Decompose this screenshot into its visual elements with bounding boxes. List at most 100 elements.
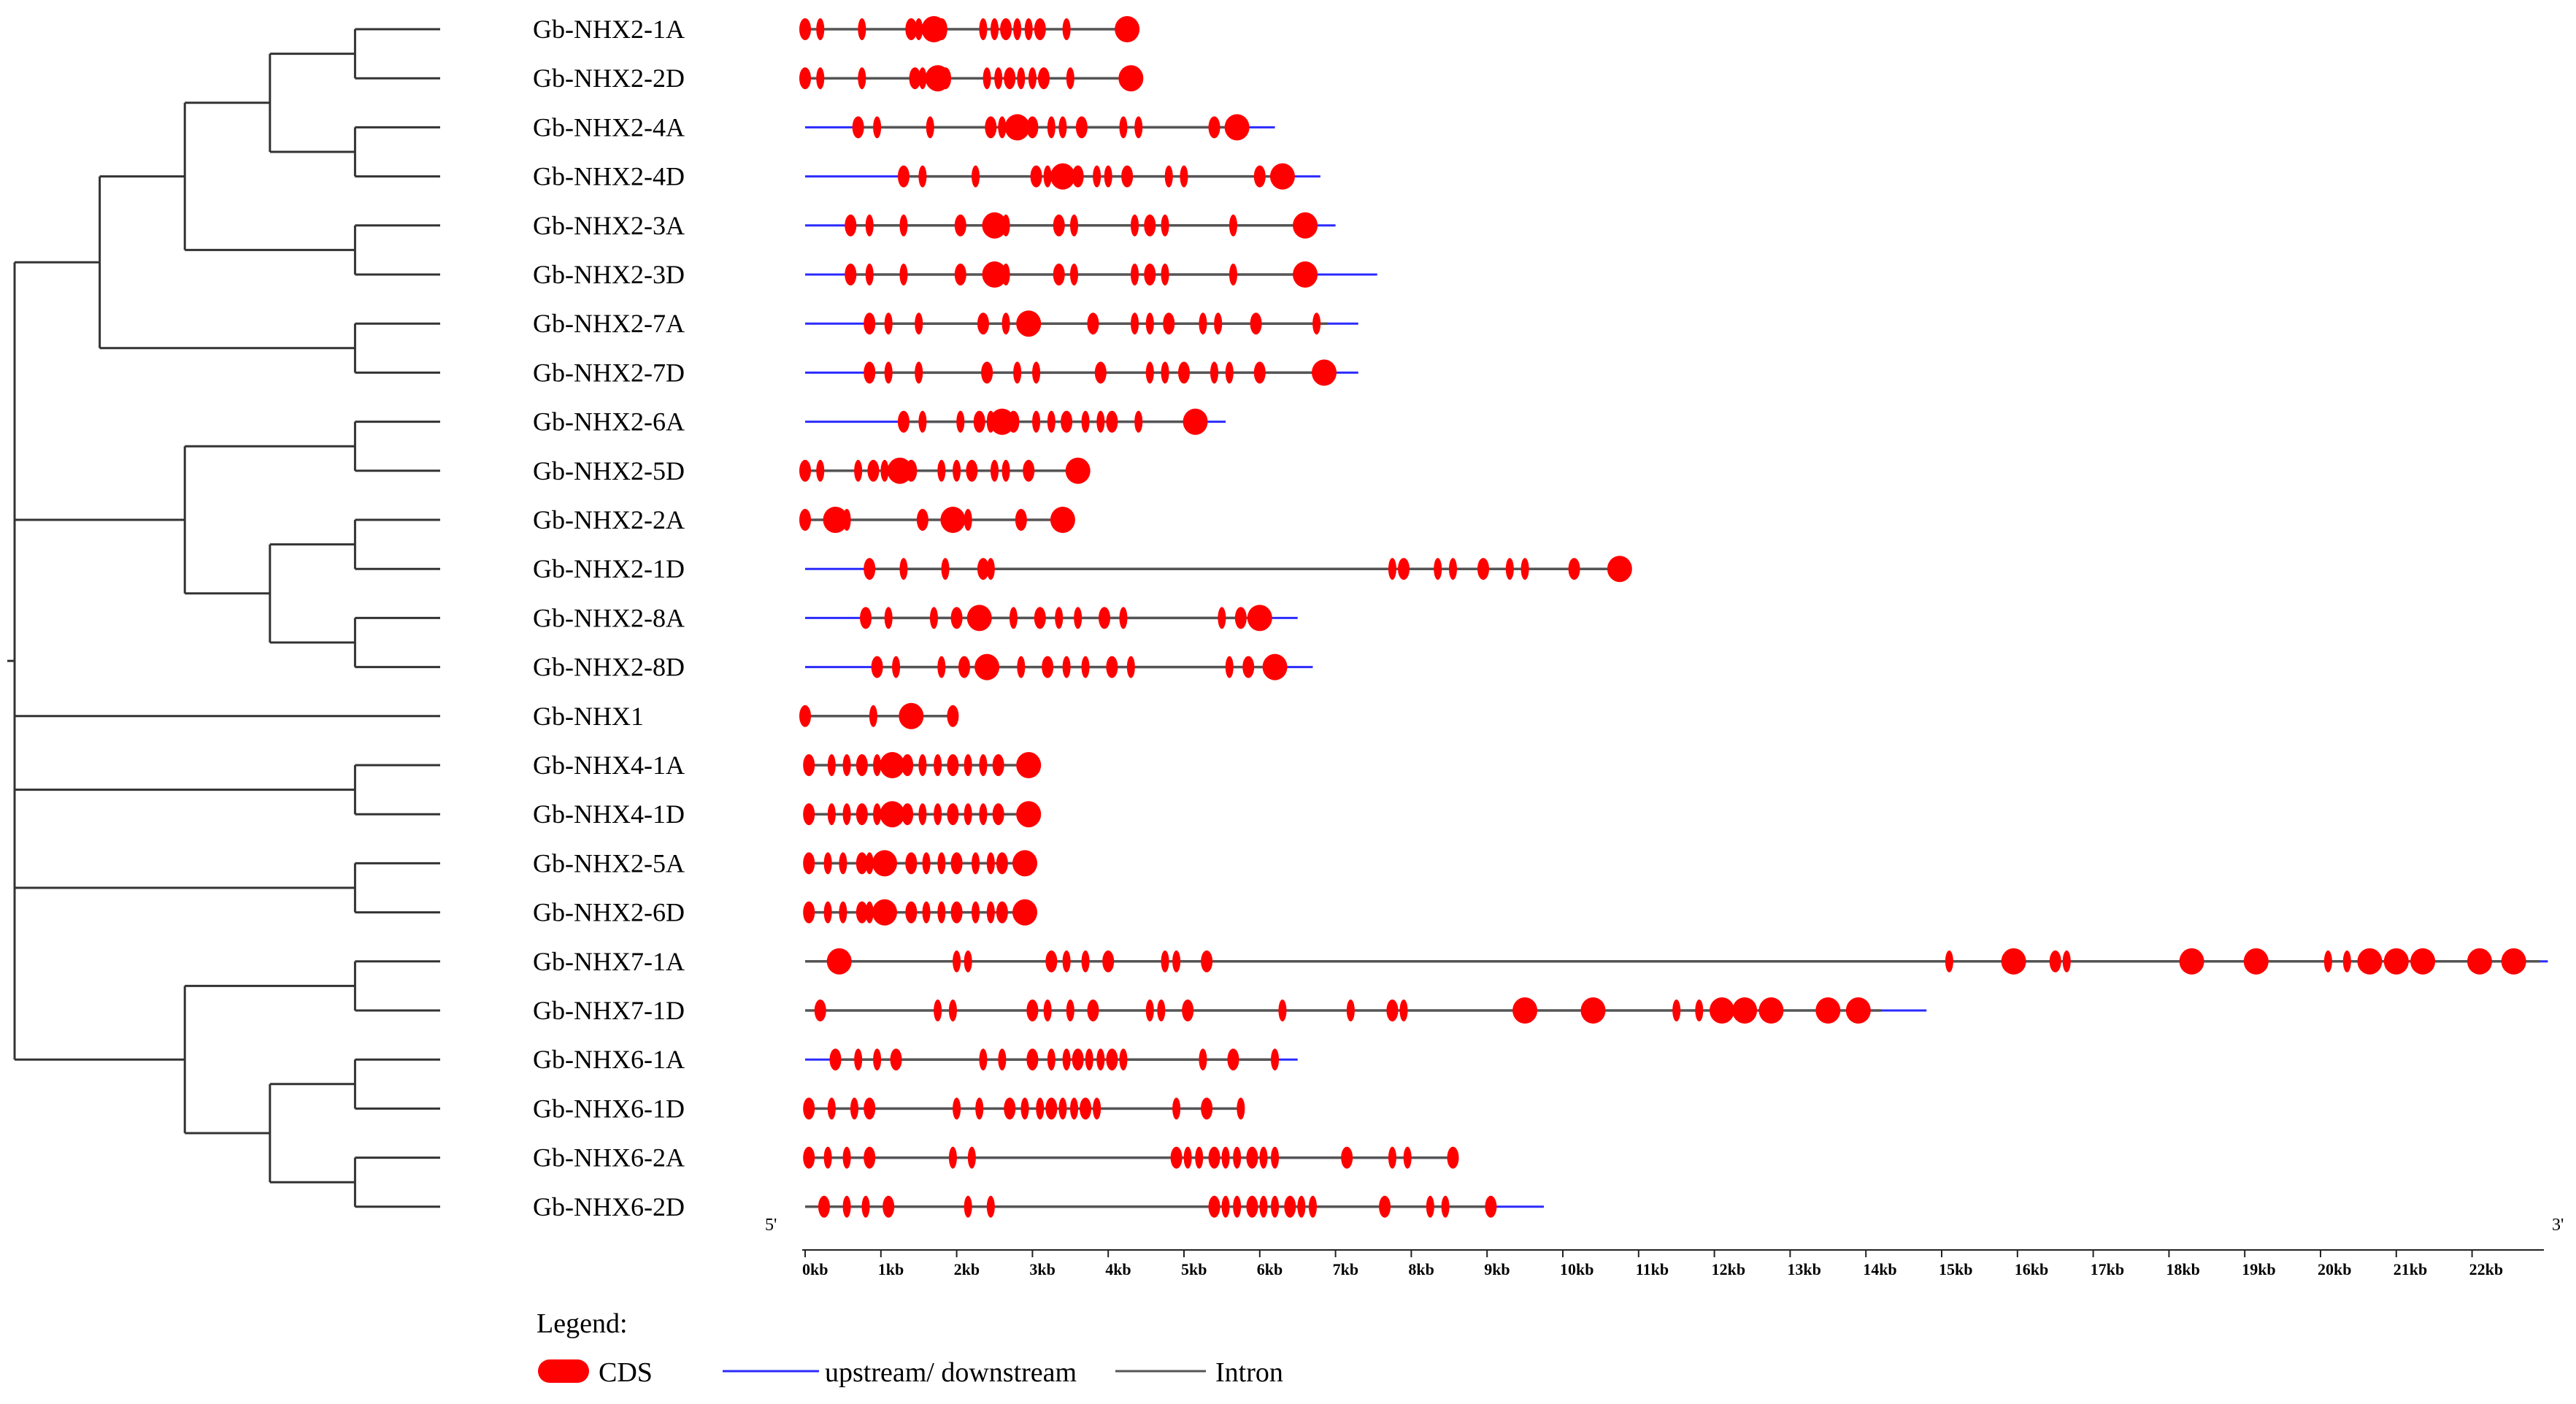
cds-exon [2383, 948, 2409, 975]
cds-exon [1221, 1195, 1230, 1218]
cds-exon [1072, 165, 1084, 188]
cds-exon [1118, 65, 1144, 92]
cds-exon [1505, 558, 1514, 580]
cds-exon [854, 459, 863, 482]
axis-tick-label: 11kb [1636, 1260, 1669, 1278]
cds-exon [897, 165, 910, 188]
cds-exon [1164, 165, 1173, 188]
cds-exon [865, 901, 874, 924]
axis-tick-label: 19kb [2242, 1260, 2275, 1278]
cds-exon [1815, 997, 1841, 1024]
cds-exon [1271, 1146, 1280, 1169]
cds-exon [1161, 264, 1169, 285]
cds-exon [1062, 18, 1071, 40]
cds-exon [1145, 312, 1154, 335]
cds-exon [1106, 656, 1118, 678]
cds-exon [909, 67, 921, 90]
cds-exon [2179, 948, 2204, 975]
cds-exon [1945, 950, 1953, 973]
gene-label: Gb-NHX2-1A [533, 15, 685, 44]
cds-exon [1004, 1097, 1016, 1120]
cds-exon [814, 1000, 826, 1021]
cds-exon [998, 116, 1007, 139]
cds-exon [934, 1000, 942, 1021]
cds-exon [1062, 1048, 1071, 1071]
cds-exon [1099, 607, 1111, 629]
cds-exon [1047, 116, 1056, 139]
cds-exon [937, 901, 946, 924]
cds-exon [1195, 1146, 1204, 1169]
axis-5prime-label: 5' [765, 1216, 777, 1235]
cds-exon [803, 852, 815, 875]
cds-exon [1246, 1195, 1258, 1218]
cds-exon [856, 754, 868, 776]
cds-exon [1047, 1048, 1056, 1071]
cds-exon [2243, 948, 2269, 975]
cds-exon [1441, 1195, 1450, 1218]
cds-exon [964, 754, 972, 776]
cds-exon [899, 702, 924, 729]
axis-tick-label: 14kb [1863, 1260, 1896, 1278]
cds-exon [1695, 1000, 1704, 1021]
cds-exon [803, 754, 815, 776]
cds-exon [880, 752, 905, 778]
cds-exon [1081, 950, 1090, 973]
cds-exon [973, 410, 985, 433]
cds-exon [1081, 410, 1090, 433]
cds-exon [873, 803, 882, 826]
cds-exon [1062, 656, 1071, 678]
axis-tick-label: 7kb [1333, 1260, 1358, 1278]
cds-exon [1233, 1146, 1242, 1169]
cds-exon [979, 803, 988, 826]
cds-exon [865, 852, 874, 875]
cds-exon [1115, 16, 1140, 42]
gene-structure-row [805, 359, 1358, 386]
cds-exon [1061, 410, 1073, 433]
cds-exon [1271, 1048, 1280, 1071]
gene-structure-row [805, 1048, 1298, 1071]
cds-exon [974, 653, 1000, 680]
cds-exon [947, 803, 959, 826]
cds-exon [1199, 312, 1207, 335]
cds-exon [1253, 165, 1266, 188]
cds-exon [899, 558, 908, 580]
cds-exon [2323, 950, 2332, 973]
cds-exon [901, 754, 914, 776]
cds-exon [1259, 1146, 1268, 1169]
cds-exon [827, 754, 836, 776]
cds-exon [2410, 948, 2436, 975]
cds-exon [1094, 361, 1107, 384]
cds-exon [842, 1195, 851, 1218]
cds-exon [977, 312, 989, 335]
legend-title: Legend: [537, 1308, 628, 1339]
gene-structure-row [805, 261, 1377, 288]
gene-label: Gb-NHX7-1D [533, 996, 685, 1025]
cds-exon [1580, 997, 1606, 1024]
cds-exon [1007, 410, 1020, 433]
axis-tick-label: 12kb [1712, 1260, 1745, 1278]
cds-exon [856, 852, 868, 875]
cds-exon [1297, 1195, 1306, 1218]
axis-3prime-label: 3' [2552, 1216, 2564, 1235]
cds-exon [1020, 1097, 1029, 1120]
cds-exon [884, 607, 893, 629]
axis-tick-label: 6kb [1257, 1260, 1283, 1278]
cds-exon [954, 264, 966, 285]
cds-exon [823, 1146, 832, 1169]
cds-exon [1026, 1000, 1039, 1021]
gene-label: Gb-NHX2-6D [533, 898, 685, 927]
cds-exon [1043, 1000, 1052, 1021]
cds-exon [935, 18, 947, 40]
cds-exon [986, 901, 995, 924]
cds-exon [1032, 410, 1041, 433]
legend-cds-swatch [538, 1359, 589, 1383]
cds-exon [1055, 607, 1064, 629]
cds-exon [1096, 410, 1105, 433]
cds-exon [803, 803, 815, 826]
cds-exon [852, 116, 864, 139]
cds-exon [871, 656, 883, 678]
cds-exon [1093, 165, 1101, 188]
gene-label: Gb-NHX6-1D [533, 1094, 685, 1123]
cds-exon [1017, 67, 1026, 90]
cds-exon [890, 1048, 902, 1071]
